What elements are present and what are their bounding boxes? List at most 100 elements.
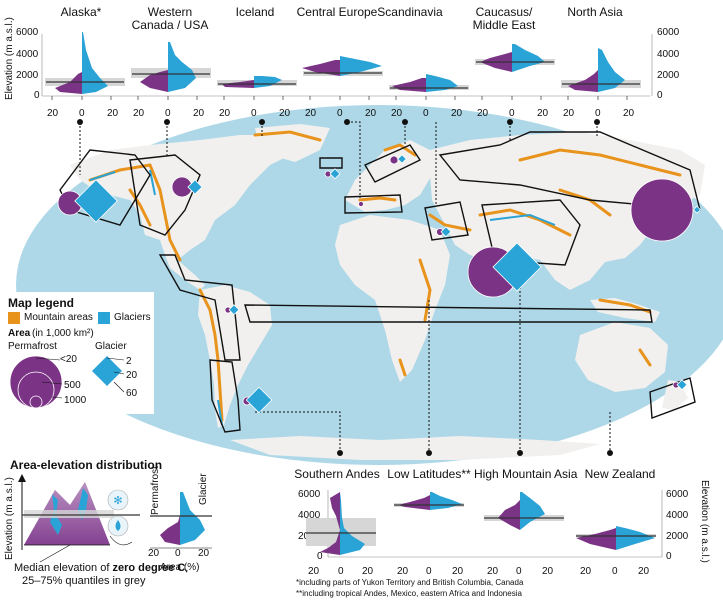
bottom-ytick-6000: 6000 bbox=[298, 489, 321, 500]
top-xtick-d1: 20 bbox=[305, 108, 317, 119]
glacier-areas bbox=[89, 169, 556, 426]
region-title-alaska: Alaska* bbox=[60, 5, 102, 19]
top-ytick-2000: 2000 bbox=[16, 70, 39, 81]
permafrost-size-1: <20 bbox=[60, 354, 77, 365]
top-xtick-b2: 0 bbox=[165, 108, 171, 119]
hist-scandinavia bbox=[390, 74, 468, 92]
bottom-xtick-c3: 20 bbox=[542, 566, 554, 577]
top-xtick-d3: 20 bbox=[365, 108, 377, 119]
bottom-ytick-right-2000: 2000 bbox=[666, 531, 689, 542]
glacier-size-1: 2 bbox=[126, 356, 132, 367]
bottom-xtick-b1: 20 bbox=[397, 566, 409, 577]
permafrost-size-3: 1000 bbox=[64, 395, 87, 406]
mountain-areas bbox=[88, 130, 682, 422]
distribution-xtick-1: 20 bbox=[148, 548, 160, 559]
map-legend: Map legend Mountain areas Glaciers Area … bbox=[2, 292, 154, 414]
top-xtick-a1: 20 bbox=[47, 108, 59, 119]
glacier-size-3: 60 bbox=[126, 388, 138, 399]
bottom-xtick-d1: 20 bbox=[580, 566, 592, 577]
hist-low-latitudes bbox=[394, 492, 464, 510]
hist-southern-andes bbox=[306, 492, 376, 555]
mountain-label: Mountain areas bbox=[24, 312, 93, 323]
outline-iceland bbox=[319, 157, 343, 169]
hist-caucasus bbox=[476, 44, 554, 72]
top-xtick-b3: 20 bbox=[193, 108, 205, 119]
top-xtick-g1: 20 bbox=[563, 108, 575, 119]
footnote-1: *including parts of Yukon Territory and … bbox=[296, 578, 524, 587]
bottom-ytick-right-6000: 6000 bbox=[666, 489, 689, 500]
distribution-xtick-3: 20 bbox=[198, 548, 210, 559]
region-title-low-latitudes: Low Latitudes** bbox=[387, 467, 471, 481]
top-xtick-a3: 20 bbox=[107, 108, 119, 119]
outline-southern-andes bbox=[209, 359, 241, 433]
top-xtick-b1: 20 bbox=[133, 108, 145, 119]
svg-text:✻: ✻ bbox=[113, 495, 122, 507]
outline-western-canada bbox=[129, 154, 201, 236]
region-title-southern-andes: Southern Andes bbox=[294, 467, 380, 481]
glacier-size-2: 20 bbox=[126, 370, 138, 381]
distribution-xtick-2: 0 bbox=[175, 548, 181, 559]
bottom-xtick-c1: 20 bbox=[487, 566, 499, 577]
top-ytick-right-6000: 6000 bbox=[657, 27, 680, 38]
outline-caucasus bbox=[424, 201, 469, 241]
area-symbols bbox=[57, 154, 702, 414]
glacier-size-label: Glacier bbox=[95, 341, 127, 352]
bottom-histograms bbox=[306, 490, 663, 558]
outline-central-europe bbox=[344, 194, 403, 214]
top-xtick-a2: 0 bbox=[79, 108, 85, 119]
footnote-2: **including tropical Andes, Mexico, east… bbox=[296, 589, 522, 598]
hist-western-canada bbox=[132, 42, 210, 92]
hist-alaska bbox=[46, 32, 124, 94]
glacier-label: Glaciers bbox=[114, 312, 151, 323]
region-title-western-canada: Western Canada / USA bbox=[131, 5, 209, 32]
top-xtick-g2: 0 bbox=[595, 108, 601, 119]
distribution-illustration: ✻ bbox=[18, 474, 212, 563]
legend-size-symbols bbox=[9, 354, 125, 409]
top-xtick-f3: 20 bbox=[537, 108, 549, 119]
bottom-xtick-c2: 0 bbox=[516, 566, 522, 577]
top-xtick-c1: 20 bbox=[219, 108, 231, 119]
outline-north-asia bbox=[438, 131, 701, 211]
region-title-new-zealand: New Zealand bbox=[584, 467, 656, 481]
bottom-xtick-a2: 0 bbox=[338, 566, 344, 577]
hist-new-zealand bbox=[576, 526, 656, 550]
region-title-scandinavia: Scandinavia bbox=[377, 5, 443, 19]
hist-iceland bbox=[218, 76, 296, 88]
bottom-ytick-right-0: 0 bbox=[666, 551, 672, 562]
map-legend-title: Map legend bbox=[8, 296, 75, 310]
region-title-hma: High Mountain Asia bbox=[474, 467, 578, 481]
outline-low-latitudes-east bbox=[244, 304, 653, 323]
top-xtick-c2: 0 bbox=[251, 108, 257, 119]
bottom-xtick-d3: 20 bbox=[638, 566, 650, 577]
permafrost-size-2: 500 bbox=[64, 380, 81, 391]
bottom-xtick-a1: 20 bbox=[308, 566, 320, 577]
top-xtick-f2: 0 bbox=[509, 108, 515, 119]
glacier-swatch bbox=[98, 312, 110, 324]
top-ytick-0: 0 bbox=[34, 90, 40, 101]
permafrost-size-label: Permafrost bbox=[8, 341, 57, 352]
area-label: Area bbox=[8, 328, 31, 339]
top-ytick-right-0: 0 bbox=[657, 90, 663, 101]
top-xtick-g3: 20 bbox=[623, 108, 635, 119]
top-ytick-4000: 4000 bbox=[16, 49, 39, 60]
top-ytick-right-4000: 4000 bbox=[657, 49, 680, 60]
region-title-caucasus: Caucasus/ Middle East bbox=[472, 5, 536, 32]
top-xtick-f1: 20 bbox=[477, 108, 489, 119]
bottom-xtick-b2: 0 bbox=[426, 566, 432, 577]
top-xtick-e1: 20 bbox=[391, 108, 403, 119]
distribution-median-note: Median elevation of zero degree C, bbox=[14, 562, 188, 574]
outline-low-latitudes bbox=[158, 254, 241, 361]
hist-central-europe bbox=[302, 56, 382, 76]
region-title-north-asia: North Asia bbox=[567, 5, 623, 19]
region-title-central-europe: Central Europe bbox=[296, 5, 378, 19]
mountain-swatch bbox=[8, 312, 20, 324]
region-title-iceland: Iceland bbox=[235, 5, 275, 19]
leader-dots bbox=[77, 119, 613, 456]
top-xtick-d2: 0 bbox=[337, 108, 343, 119]
bottom-xtick-d2: 0 bbox=[612, 566, 618, 577]
bottom-ytick-4000: 4000 bbox=[298, 510, 321, 521]
distribution-title: Area-elevation distribution bbox=[10, 458, 163, 472]
median-note-bold: zero degree C bbox=[112, 562, 186, 574]
bottom-xtick-b3: 20 bbox=[452, 566, 464, 577]
median-note-post: , bbox=[185, 562, 189, 574]
